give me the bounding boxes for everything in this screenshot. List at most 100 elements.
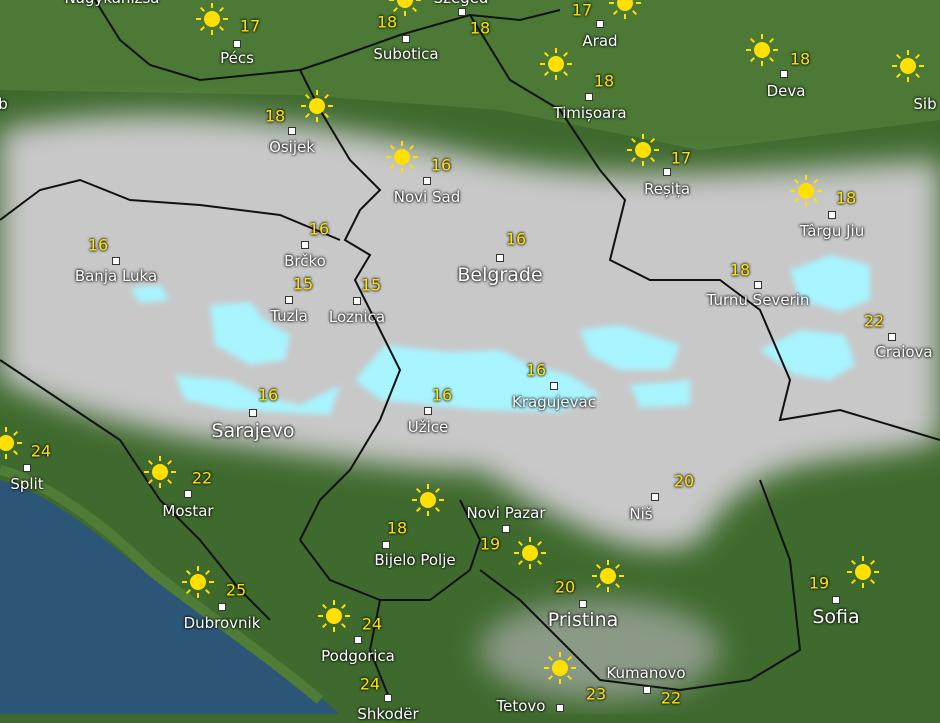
temperature-label: 22	[660, 688, 682, 708]
city-marker[interactable]	[423, 177, 431, 185]
temperature-label: 22	[863, 311, 885, 331]
city-marker[interactable]	[502, 525, 510, 533]
country-borders	[0, 0, 940, 701]
city-marker[interactable]	[496, 254, 504, 262]
city-label[interactable]: Arad	[582, 32, 618, 50]
temperature-label: 22	[191, 468, 213, 488]
city-label[interactable]: Tuzla	[270, 307, 308, 325]
city-label[interactable]: Szeged	[434, 0, 489, 7]
adriatic-sea	[0, 480, 340, 714]
sun-icon	[316, 598, 352, 634]
sun-icon	[625, 132, 661, 168]
city-label[interactable]: Niš	[629, 505, 653, 523]
city-label[interactable]: Kumanovo	[606, 664, 686, 682]
sun-icon	[142, 454, 178, 490]
city-marker[interactable]	[288, 127, 296, 135]
city-marker[interactable]	[384, 694, 392, 702]
city-marker[interactable]	[249, 409, 257, 417]
temperature-label: 16	[87, 235, 109, 255]
city-label[interactable]: Kragujevac	[512, 393, 596, 411]
city-marker[interactable]	[888, 333, 896, 341]
city-marker[interactable]	[832, 596, 840, 604]
city-label[interactable]: Sarajevo	[211, 420, 295, 442]
sun-icon	[410, 482, 446, 518]
city-label[interactable]: Turnu Severin	[706, 291, 810, 309]
sun-icon	[607, 0, 643, 21]
city-label[interactable]: Sofia	[812, 606, 860, 628]
city-label[interactable]: Brčko	[284, 252, 326, 270]
city-marker[interactable]	[184, 490, 192, 498]
sun-icon	[890, 48, 926, 84]
city-marker[interactable]	[402, 35, 410, 43]
temperature-label: 17	[571, 0, 593, 20]
sun-icon	[590, 558, 626, 594]
city-marker[interactable]	[112, 257, 120, 265]
sun-icon	[180, 564, 216, 600]
city-label[interactable]: Craiova	[875, 343, 933, 361]
city-label[interactable]: Deva	[766, 82, 806, 100]
city-marker[interactable]	[585, 93, 593, 101]
city-marker[interactable]	[754, 281, 762, 289]
temperature-label: 16	[257, 385, 279, 405]
city-marker[interactable]	[550, 382, 558, 390]
city-label[interactable]: Subotica	[373, 45, 439, 63]
city-marker[interactable]	[424, 407, 432, 415]
sun-icon	[538, 46, 574, 82]
sun-icon	[512, 535, 548, 571]
sun-icon	[384, 139, 420, 175]
city-marker[interactable]	[285, 296, 293, 304]
city-label[interactable]: Belgrade	[457, 264, 543, 286]
city-label[interactable]: Timișoara	[553, 104, 627, 122]
temperature-label: 16	[431, 385, 453, 405]
city-label[interactable]: Reșița	[643, 180, 691, 198]
city-label[interactable]: Novi Sad	[393, 188, 461, 206]
city-label[interactable]: Shkodër	[357, 705, 419, 723]
city-label[interactable]: Banja Luka	[74, 267, 158, 285]
temperature-label: 24	[361, 614, 383, 634]
city-marker[interactable]	[218, 603, 226, 611]
city-marker[interactable]	[579, 600, 587, 608]
city-label[interactable]: Dubrovnik	[183, 614, 261, 632]
temperature-label: 16	[525, 360, 547, 380]
temperature-label: 17	[239, 16, 261, 36]
sun-icon	[845, 554, 881, 590]
city-label[interactable]: Loznica	[328, 308, 386, 326]
city-marker[interactable]	[382, 541, 390, 549]
coastline	[0, 465, 324, 704]
city-marker[interactable]	[828, 211, 836, 219]
city-label[interactable]: Bijelo Polje	[374, 551, 456, 569]
city-marker[interactable]	[354, 636, 362, 644]
city-label[interactable]: Užice	[407, 418, 449, 436]
city-marker[interactable]	[556, 704, 564, 712]
city-label[interactable]: Novi Pazar	[466, 504, 546, 522]
city-label[interactable]: Split	[10, 475, 44, 493]
city-marker[interactable]	[458, 8, 466, 16]
cloud-cover	[0, 115, 940, 700]
city-label[interactable]: Târgu Jiu	[799, 222, 865, 240]
temperature-label: 15	[292, 274, 314, 294]
temperature-label: 20	[554, 577, 576, 597]
city-marker[interactable]	[301, 241, 309, 249]
city-marker[interactable]	[651, 493, 659, 501]
city-marker[interactable]	[643, 686, 651, 694]
city-marker[interactable]	[353, 297, 361, 305]
temperature-label: 18	[729, 260, 751, 280]
city-marker[interactable]	[780, 70, 788, 78]
temperature-label: 18	[789, 49, 811, 69]
city-label[interactable]: Sib	[913, 95, 937, 113]
sun-icon	[387, 0, 423, 18]
city-label[interactable]: Pécs	[220, 49, 254, 67]
city-label[interactable]: Pristina	[547, 609, 619, 631]
city-label[interactable]: Podgorica	[321, 647, 395, 665]
city-label[interactable]: Nagykanizsa	[65, 0, 160, 7]
city-label[interactable]: Tetovo	[496, 697, 546, 715]
city-marker[interactable]	[663, 168, 671, 176]
city-label[interactable]: Mostar	[162, 502, 214, 520]
city-marker[interactable]	[233, 40, 241, 48]
city-marker[interactable]	[23, 464, 31, 472]
city-marker[interactable]	[596, 20, 604, 28]
city-label[interactable]: Osijek	[269, 138, 315, 156]
temperature-label: 20	[673, 471, 695, 491]
city-label[interactable]: b	[0, 95, 8, 113]
